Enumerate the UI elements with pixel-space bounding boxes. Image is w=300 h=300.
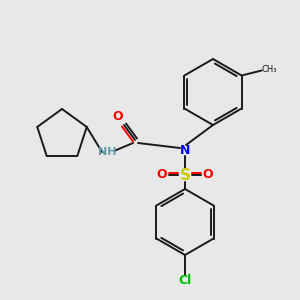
Text: O: O xyxy=(113,110,123,124)
Text: NH: NH xyxy=(98,147,116,157)
Text: N: N xyxy=(180,143,190,157)
Text: CH₃: CH₃ xyxy=(262,65,277,74)
Text: O: O xyxy=(157,169,167,182)
Text: S: S xyxy=(179,167,191,182)
Text: Cl: Cl xyxy=(178,274,192,286)
Text: O: O xyxy=(203,169,213,182)
